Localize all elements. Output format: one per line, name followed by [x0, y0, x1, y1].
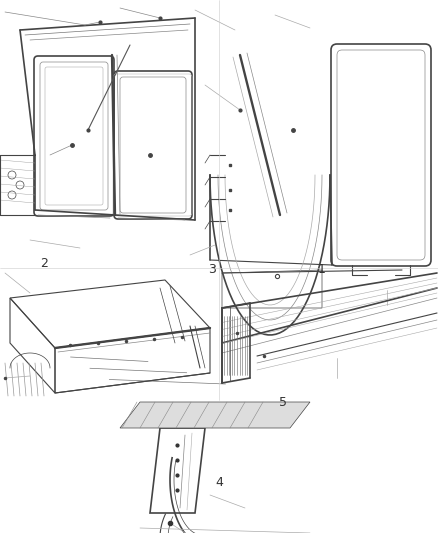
- Text: 3: 3: [208, 263, 216, 276]
- Polygon shape: [120, 402, 310, 428]
- Text: 4: 4: [215, 476, 223, 489]
- Text: 5: 5: [279, 396, 286, 409]
- Text: 1: 1: [318, 263, 326, 276]
- Text: 2: 2: [40, 257, 48, 270]
